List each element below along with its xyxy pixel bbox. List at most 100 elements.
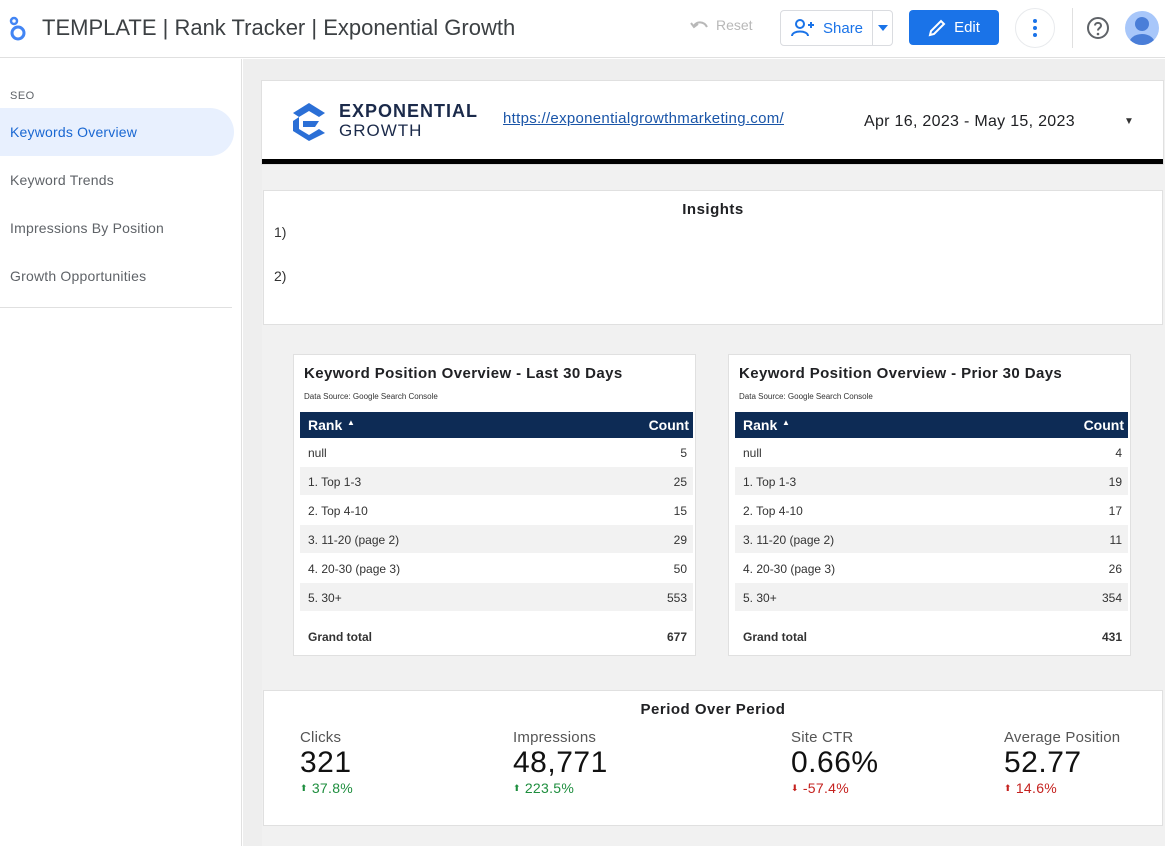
brand-name-line1: EXPONENTIAL: [339, 101, 479, 121]
date-range-picker[interactable]: Apr 16, 2023 - May 15, 2023: [864, 113, 1075, 130]
table-title: Keyword Position Overview - Last 30 Days: [304, 365, 623, 382]
help-icon[interactable]: [1086, 16, 1110, 40]
sidebar: SEO Keywords Overview Keyword Trends Imp…: [0, 59, 242, 846]
table-data-source: Data Source: Google Search Console: [739, 392, 873, 401]
sort-ascending-icon[interactable]: ▲: [347, 418, 355, 427]
add-person-icon: [791, 19, 814, 37]
metric-value: 0.66%: [791, 746, 879, 779]
table-row: null 4: [735, 438, 1128, 467]
sidebar-item-keywords-overview[interactable]: Keywords Overview: [0, 108, 234, 156]
reset-label: Reset: [716, 17, 753, 33]
cell-count: 354: [1101, 591, 1122, 605]
cell-count: 50: [673, 562, 687, 576]
table-body: null 5 1. Top 1-3 25 2. Top 4-10 15 3. 11-2…: [300, 438, 693, 612]
sidebar-item-growth-opportunities[interactable]: Growth Opportunities: [0, 252, 234, 300]
looker-studio-logo-icon[interactable]: [8, 16, 28, 42]
table-row: 2. Top 4-10 17: [735, 496, 1128, 525]
report-header: [262, 81, 1163, 164]
table-row: 1. Top 1-3 25: [300, 467, 693, 496]
arrow-up-icon: ⬆: [300, 782, 308, 793]
column-header-count[interactable]: Count: [1083, 417, 1124, 433]
website-link[interactable]: https://exponentialgrowthmarketing.com/: [503, 110, 785, 127]
edit-label: Edit: [954, 19, 980, 36]
metric-clicks: Clicks 321 ⬆ 37.8%: [300, 729, 353, 796]
more-vert-icon: [1033, 19, 1037, 37]
share-button[interactable]: Share: [781, 11, 872, 45]
more-options-button[interactable]: [1015, 8, 1055, 48]
grand-total-value: 677: [666, 630, 687, 644]
keyword-position-table-prior-30: Keyword Position Overview - Prior 30 Day…: [728, 354, 1131, 656]
cell-count: 17: [1108, 504, 1122, 518]
metric-delta-value: 223.5%: [524, 780, 575, 796]
share-button-group: Share: [780, 10, 893, 46]
metric-site-ctr: Site CTR 0.66% ⬇ -57.4%: [791, 729, 879, 796]
column-header-rank[interactable]: Rank: [308, 417, 343, 433]
cell-rank: 1. Top 1-3: [743, 475, 797, 489]
share-label: Share: [823, 19, 864, 37]
metric-average-position: Average Position 52.77 ⬆ 14.6%: [1004, 729, 1120, 796]
table-row: null 5: [300, 438, 693, 467]
brand-logo: EXPONENTIAL GROWTH: [289, 101, 478, 141]
table-body: null 4 1. Top 1-3 19 2. Top 4-10 17 3. 11-2…: [735, 438, 1128, 612]
cell-count: 29: [673, 533, 687, 547]
table-row: 5. 30+ 354: [735, 583, 1128, 612]
metric-label: Average Position: [1004, 729, 1121, 746]
cell-rank: 2. Top 4-10: [308, 504, 368, 518]
insight-line: 2): [274, 268, 287, 284]
cell-count: 5: [680, 446, 687, 460]
grand-total-label: Grand total: [743, 630, 808, 644]
top-bar: TEMPLATE | Rank Tracker | Exponential Gr…: [0, 0, 1165, 58]
table-header: Rank ▲ Count: [300, 412, 693, 438]
cell-count: 15: [673, 504, 687, 518]
grand-total-label: Grand total: [308, 630, 373, 644]
cell-count: 19: [1108, 475, 1122, 489]
sidebar-section-label: SEO: [10, 90, 35, 102]
keyword-position-table-last-30: Keyword Position Overview - Last 30 Days…: [293, 354, 696, 656]
arrow-down-icon: ⬇: [791, 782, 799, 793]
metric-delta: ⬆ 223.5%: [513, 780, 608, 796]
user-avatar-icon: [1129, 17, 1155, 45]
metric-delta: ⬆ 37.8%: [300, 780, 353, 796]
insight-line: 1): [274, 224, 287, 240]
sort-ascending-icon[interactable]: ▲: [782, 418, 790, 427]
metric-label: Impressions: [513, 729, 597, 746]
cell-rank: 5. 30+: [308, 591, 342, 605]
reset-button[interactable]: Reset: [690, 17, 753, 33]
column-header-count[interactable]: Count: [648, 417, 689, 433]
table-row: 4. 20-30 (page 3) 50: [300, 554, 693, 583]
table-row: 3. 11-20 (page 2) 29: [300, 525, 693, 554]
sidebar-item-impressions-by-position[interactable]: Impressions By Position: [0, 204, 234, 252]
table-row: 2. Top 4-10 15: [300, 496, 693, 525]
column-header-rank[interactable]: Rank: [743, 417, 778, 433]
cell-count: 4: [1115, 446, 1122, 460]
period-title: Period Over Period: [640, 701, 786, 718]
date-dropdown-icon[interactable]: ▼: [1124, 116, 1134, 127]
sidebar-item-label: Keywords Overview: [10, 124, 138, 140]
cell-rank: 2. Top 4-10: [743, 504, 803, 518]
cell-count: 11: [1109, 533, 1122, 547]
cell-rank: null: [743, 446, 762, 460]
sidebar-item-label: Keyword Trends: [10, 172, 114, 188]
metric-value: 321: [300, 746, 352, 779]
cell-rank: 3. 11-20 (page 2): [308, 533, 400, 547]
avatar[interactable]: [1125, 11, 1159, 45]
table-header: Rank ▲ Count: [735, 412, 1128, 438]
table-row: 5. 30+ 553: [300, 583, 693, 612]
share-dropdown-button[interactable]: [872, 11, 892, 45]
edit-button[interactable]: Edit: [909, 10, 999, 45]
metric-delta: ⬇ -57.4%: [791, 780, 879, 796]
cell-rank: 4. 20-30 (page 3): [743, 562, 836, 576]
caret-down-icon: [877, 25, 888, 31]
metric-delta-value: -57.4%: [802, 780, 850, 796]
table-row: 1. Top 1-3 19: [735, 467, 1128, 496]
cell-count: 25: [673, 475, 687, 489]
table-data-source: Data Source: Google Search Console: [304, 392, 438, 401]
sidebar-item-keyword-trends[interactable]: Keyword Trends: [0, 156, 234, 204]
brand-text: EXPONENTIAL GROWTH: [339, 101, 479, 141]
insights-title: Insights: [682, 201, 744, 218]
metric-value: 52.77: [1004, 746, 1082, 779]
cell-rank: 1. Top 1-3: [308, 475, 362, 489]
grand-total-value: 431: [1101, 630, 1122, 644]
cell-rank: 3. 11-20 (page 2): [743, 533, 835, 547]
metric-value: 48,771: [513, 746, 608, 779]
